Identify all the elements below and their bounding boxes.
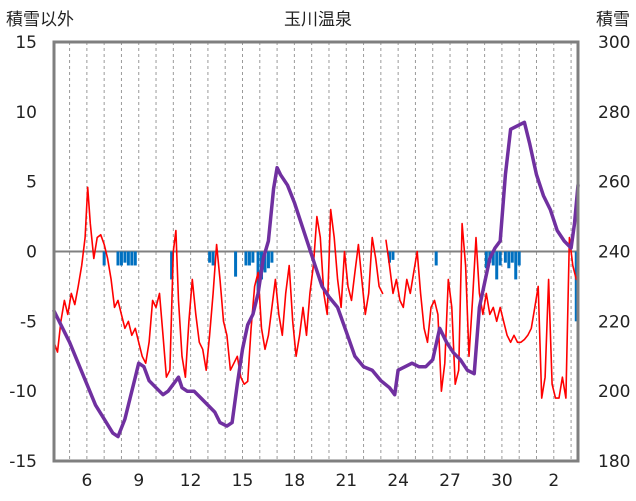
precip-bar-1 <box>116 251 120 266</box>
precip-bar-5 <box>130 251 134 266</box>
precip-bar-3 <box>123 251 127 263</box>
right-tick-label: 200 <box>598 382 630 402</box>
precip-bar-20 <box>391 251 395 260</box>
right-tick-label: 300 <box>598 33 630 53</box>
precip-bar-22 <box>484 251 488 269</box>
x-tick-label: 24 <box>387 471 409 491</box>
precip-bar-18 <box>270 251 274 263</box>
precip-bar-12 <box>247 251 251 266</box>
x-tick-label: 30 <box>491 471 513 491</box>
precip-bar-30 <box>514 251 518 280</box>
series-temperature <box>53 186 384 386</box>
precip-bar-28 <box>507 251 511 269</box>
precip-bar-10 <box>234 251 238 277</box>
x-tick-label: 27 <box>439 471 461 491</box>
x-axis-ticks: 6 9 12 15 18 21 24 27 30 2 <box>81 471 559 491</box>
left-tick-label: -15 <box>9 452 37 472</box>
precip-bar-8 <box>208 251 212 263</box>
precip-bar-29 <box>510 251 514 263</box>
precip-bar-16 <box>263 251 267 273</box>
right-tick-label: 180 <box>598 452 630 472</box>
vertical-gridlines <box>69 42 572 461</box>
left-axis-label: 積雪以外 <box>6 10 74 30</box>
precip-bar-17 <box>266 251 270 269</box>
x-tick-label: 21 <box>335 471 357 491</box>
precip-bar-31 <box>517 251 521 266</box>
precip-bar-26 <box>498 251 502 266</box>
left-tick-label: 5 <box>26 173 37 193</box>
x-tick-label: 15 <box>232 471 254 491</box>
precip-bar-32 <box>574 251 578 322</box>
series-lines <box>52 120 580 439</box>
right-tick-label: 240 <box>598 243 630 263</box>
precip-bar-19 <box>387 251 391 263</box>
x-tick-label: 18 <box>284 471 306 491</box>
precip-bar-27 <box>503 251 507 263</box>
x-tick-label: 12 <box>180 471 202 491</box>
precip-bar-25 <box>495 251 499 280</box>
x-tick-label: 6 <box>81 471 92 491</box>
plot-frame <box>52 40 580 463</box>
series-snow_depth <box>52 120 580 439</box>
precip-bar-14 <box>256 251 260 291</box>
right-tick-label: 280 <box>598 103 630 123</box>
x-tick-label: 9 <box>133 471 144 491</box>
left-axis-ticks: 15 10 5 0 -5 -10 -15 <box>9 33 37 472</box>
precip-bar-21 <box>434 251 438 266</box>
left-tick-label: 15 <box>15 33 37 53</box>
right-tick-label: 260 <box>598 173 630 193</box>
precip-bar-6 <box>133 251 137 266</box>
left-tick-label: -10 <box>9 382 37 402</box>
chart-title: 玉川温泉 <box>284 10 352 30</box>
precip-bar-7 <box>170 251 174 280</box>
series-temperature2 <box>385 222 578 399</box>
x-tick-label: 2 <box>548 471 559 491</box>
precipitation-bars <box>102 251 578 322</box>
precip-bar-2 <box>119 251 123 266</box>
precip-bar-13 <box>251 251 255 263</box>
right-tick-label: 220 <box>598 312 630 332</box>
left-tick-label: 0 <box>26 243 37 263</box>
right-axis-ticks: 300 280 260 240 220 200 180 <box>598 33 630 472</box>
precip-bar-24 <box>491 251 495 266</box>
precip-bar-4 <box>126 251 130 266</box>
precip-bar-9 <box>211 251 215 266</box>
precip-bar-11 <box>244 251 248 266</box>
left-tick-label: 10 <box>15 103 37 123</box>
left-tick-label: -5 <box>20 312 37 332</box>
precip-bar-0 <box>102 251 106 266</box>
right-axis-label: 積雪 <box>596 10 630 30</box>
